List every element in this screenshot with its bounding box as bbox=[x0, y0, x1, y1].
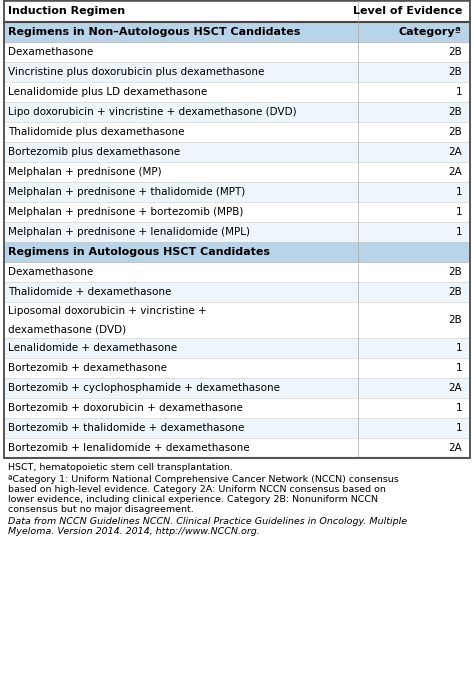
Bar bbox=[4, 202, 470, 222]
Text: 2B: 2B bbox=[448, 47, 462, 57]
Text: ªCategory 1: Uniform National Comprehensive Cancer Network (NCCN) consensus: ªCategory 1: Uniform National Comprehens… bbox=[8, 475, 399, 484]
Text: Level of Evidence: Level of Evidence bbox=[353, 6, 462, 16]
Bar bbox=[4, 242, 470, 262]
Text: Thalidomide plus dexamethasone: Thalidomide plus dexamethasone bbox=[8, 127, 184, 137]
Text: 2B: 2B bbox=[448, 287, 462, 297]
Text: Melphalan + prednisone + thalidomide (MPT): Melphalan + prednisone + thalidomide (MP… bbox=[8, 187, 245, 197]
Text: Liposomal doxorubicin + vincristine +: Liposomal doxorubicin + vincristine + bbox=[8, 306, 207, 316]
Text: Regimens in Non–Autologous HSCT Candidates: Regimens in Non–Autologous HSCT Candidat… bbox=[8, 27, 301, 37]
Text: 1: 1 bbox=[456, 187, 462, 197]
Bar bbox=[4, 142, 470, 162]
Bar bbox=[4, 358, 470, 378]
Text: 1: 1 bbox=[456, 227, 462, 237]
Bar bbox=[4, 398, 470, 418]
Bar bbox=[4, 282, 470, 302]
Bar bbox=[4, 82, 470, 102]
Bar bbox=[4, 438, 470, 458]
Bar bbox=[4, 338, 470, 358]
Text: Bortezomib + thalidomide + dexamethasone: Bortezomib + thalidomide + dexamethasone bbox=[8, 423, 245, 433]
Text: based on high-level evidence. Category 2A: Uniform NCCN consensus based on: based on high-level evidence. Category 2… bbox=[8, 484, 386, 493]
Text: dexamethasone (DVD): dexamethasone (DVD) bbox=[8, 324, 126, 334]
Bar bbox=[4, 0, 470, 458]
Text: Bortezomib + dexamethasone: Bortezomib + dexamethasone bbox=[8, 363, 167, 373]
Text: Myeloma. Version 2014. 2014, http://www.NCCN.org.: Myeloma. Version 2014. 2014, http://www.… bbox=[8, 528, 260, 537]
Text: 1: 1 bbox=[456, 403, 462, 413]
Text: consensus but no major disagreement.: consensus but no major disagreement. bbox=[8, 505, 194, 514]
Bar bbox=[4, 378, 470, 398]
Text: Bortezomib + doxorubicin + dexamethasone: Bortezomib + doxorubicin + dexamethasone bbox=[8, 403, 243, 413]
Text: Categoryª: Categoryª bbox=[399, 27, 462, 37]
Text: 2B: 2B bbox=[448, 127, 462, 137]
Text: Melphalan + prednisone + bortezomib (MPB): Melphalan + prednisone + bortezomib (MPB… bbox=[8, 207, 243, 217]
Bar bbox=[4, 22, 470, 42]
Bar bbox=[4, 102, 470, 122]
Text: 2A: 2A bbox=[448, 443, 462, 453]
Text: 1: 1 bbox=[456, 87, 462, 97]
Text: Thalidomide + dexamethasone: Thalidomide + dexamethasone bbox=[8, 287, 172, 297]
Text: lower evidence, including clinical experience. Category 2B: Nonuniform NCCN: lower evidence, including clinical exper… bbox=[8, 494, 378, 503]
Bar bbox=[4, 162, 470, 182]
Text: Dexamethasone: Dexamethasone bbox=[8, 47, 93, 57]
Bar bbox=[4, 222, 470, 242]
Bar bbox=[4, 262, 470, 282]
Text: 2A: 2A bbox=[448, 383, 462, 393]
Bar bbox=[4, 62, 470, 82]
Text: Lenalidomide + dexamethasone: Lenalidomide + dexamethasone bbox=[8, 343, 177, 353]
Bar bbox=[4, 418, 470, 438]
Text: Lenalidomide plus LD dexamethasone: Lenalidomide plus LD dexamethasone bbox=[8, 87, 207, 97]
Text: 2B: 2B bbox=[448, 315, 462, 325]
Text: 1: 1 bbox=[456, 363, 462, 373]
Text: Vincristine plus doxorubicin plus dexamethasone: Vincristine plus doxorubicin plus dexame… bbox=[8, 67, 264, 77]
Bar bbox=[4, 122, 470, 142]
Text: 1: 1 bbox=[456, 343, 462, 353]
Text: Data from NCCN Guidelines NCCN. Clinical Practice Guidelines in Oncology. Multip: Data from NCCN Guidelines NCCN. Clinical… bbox=[8, 517, 407, 526]
Text: 2B: 2B bbox=[448, 107, 462, 117]
Text: 2A: 2A bbox=[448, 167, 462, 177]
Text: Dexamethasone: Dexamethasone bbox=[8, 267, 93, 277]
Bar bbox=[4, 0, 470, 22]
Bar bbox=[4, 302, 470, 338]
Bar bbox=[4, 42, 470, 62]
Text: Bortezomib plus dexamethasone: Bortezomib plus dexamethasone bbox=[8, 147, 180, 157]
Text: Regimens in Autologous HSCT Candidates: Regimens in Autologous HSCT Candidates bbox=[8, 247, 270, 257]
Text: Lipo doxorubicin + vincristine + dexamethasone (DVD): Lipo doxorubicin + vincristine + dexamet… bbox=[8, 107, 297, 117]
Text: Bortezomib + lenalidomide + dexamethasone: Bortezomib + lenalidomide + dexamethason… bbox=[8, 443, 250, 453]
Text: Melphalan + prednisone (MP): Melphalan + prednisone (MP) bbox=[8, 167, 162, 177]
Text: 2A: 2A bbox=[448, 147, 462, 157]
Text: Induction Regimen: Induction Regimen bbox=[8, 6, 125, 16]
Text: Melphalan + prednisone + lenalidomide (MPL): Melphalan + prednisone + lenalidomide (M… bbox=[8, 227, 250, 237]
Text: HSCT, hematopoietic stem cell transplantation.: HSCT, hematopoietic stem cell transplant… bbox=[8, 463, 233, 471]
Text: Bortezomib + cyclophosphamide + dexamethasone: Bortezomib + cyclophosphamide + dexameth… bbox=[8, 383, 280, 393]
Text: 1: 1 bbox=[456, 423, 462, 433]
Text: 2B: 2B bbox=[448, 67, 462, 77]
Text: 2B: 2B bbox=[448, 267, 462, 277]
Text: 1: 1 bbox=[456, 207, 462, 217]
Bar bbox=[4, 182, 470, 202]
